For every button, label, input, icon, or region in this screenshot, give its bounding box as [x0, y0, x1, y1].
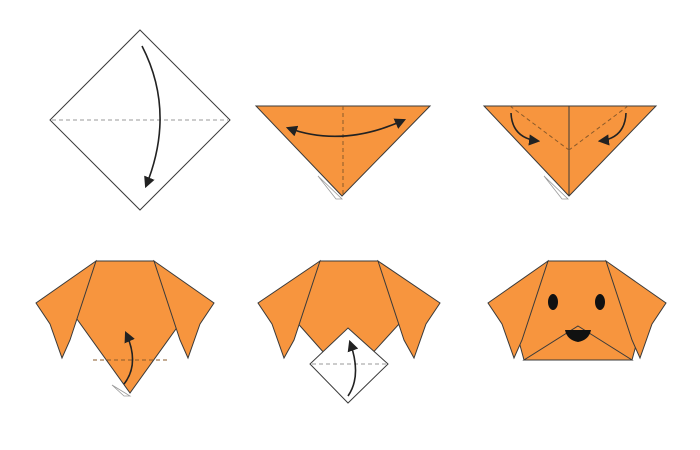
- step-3-paper-triangle: [482, 105, 658, 197]
- step-5-muzzle-flap: [309, 327, 389, 404]
- step-3: [482, 105, 658, 200]
- step-5-left-ear: [257, 259, 321, 360]
- step-6-left-ear: [487, 259, 549, 360]
- step-5: [257, 259, 441, 404]
- step-6-right-eye: [595, 294, 605, 310]
- step-6-right-ear: [605, 259, 667, 360]
- step-6-nose: [565, 330, 591, 342]
- step-3-left-crease: [509, 105, 570, 151]
- step-6-muzzle: [522, 325, 634, 361]
- step-3-right-fold-arrow: [597, 112, 627, 146]
- step-4-left-ear: [35, 259, 97, 360]
- step-4-fold-arrow: [123, 330, 135, 385]
- step-5-fold-arrow: [347, 339, 359, 397]
- step-4-right-ear: [153, 259, 215, 360]
- step-3-right-crease: [568, 105, 629, 151]
- step-5-right-ear: [377, 259, 441, 360]
- step-2-fold-arrow: [285, 118, 407, 138]
- step-2: [254, 105, 432, 200]
- step-1: [49, 29, 231, 211]
- step-4: [35, 259, 215, 397]
- step-1-fold-arrow: [141, 45, 161, 189]
- step-2-paper-back-edge: [317, 175, 343, 200]
- step-6: [487, 259, 667, 361]
- step-6-left-eye: [548, 294, 558, 310]
- step-4-back-edge: [111, 384, 132, 397]
- step-3-left-fold-arrow: [510, 112, 541, 146]
- step-3-paper-back-edge: [543, 175, 569, 200]
